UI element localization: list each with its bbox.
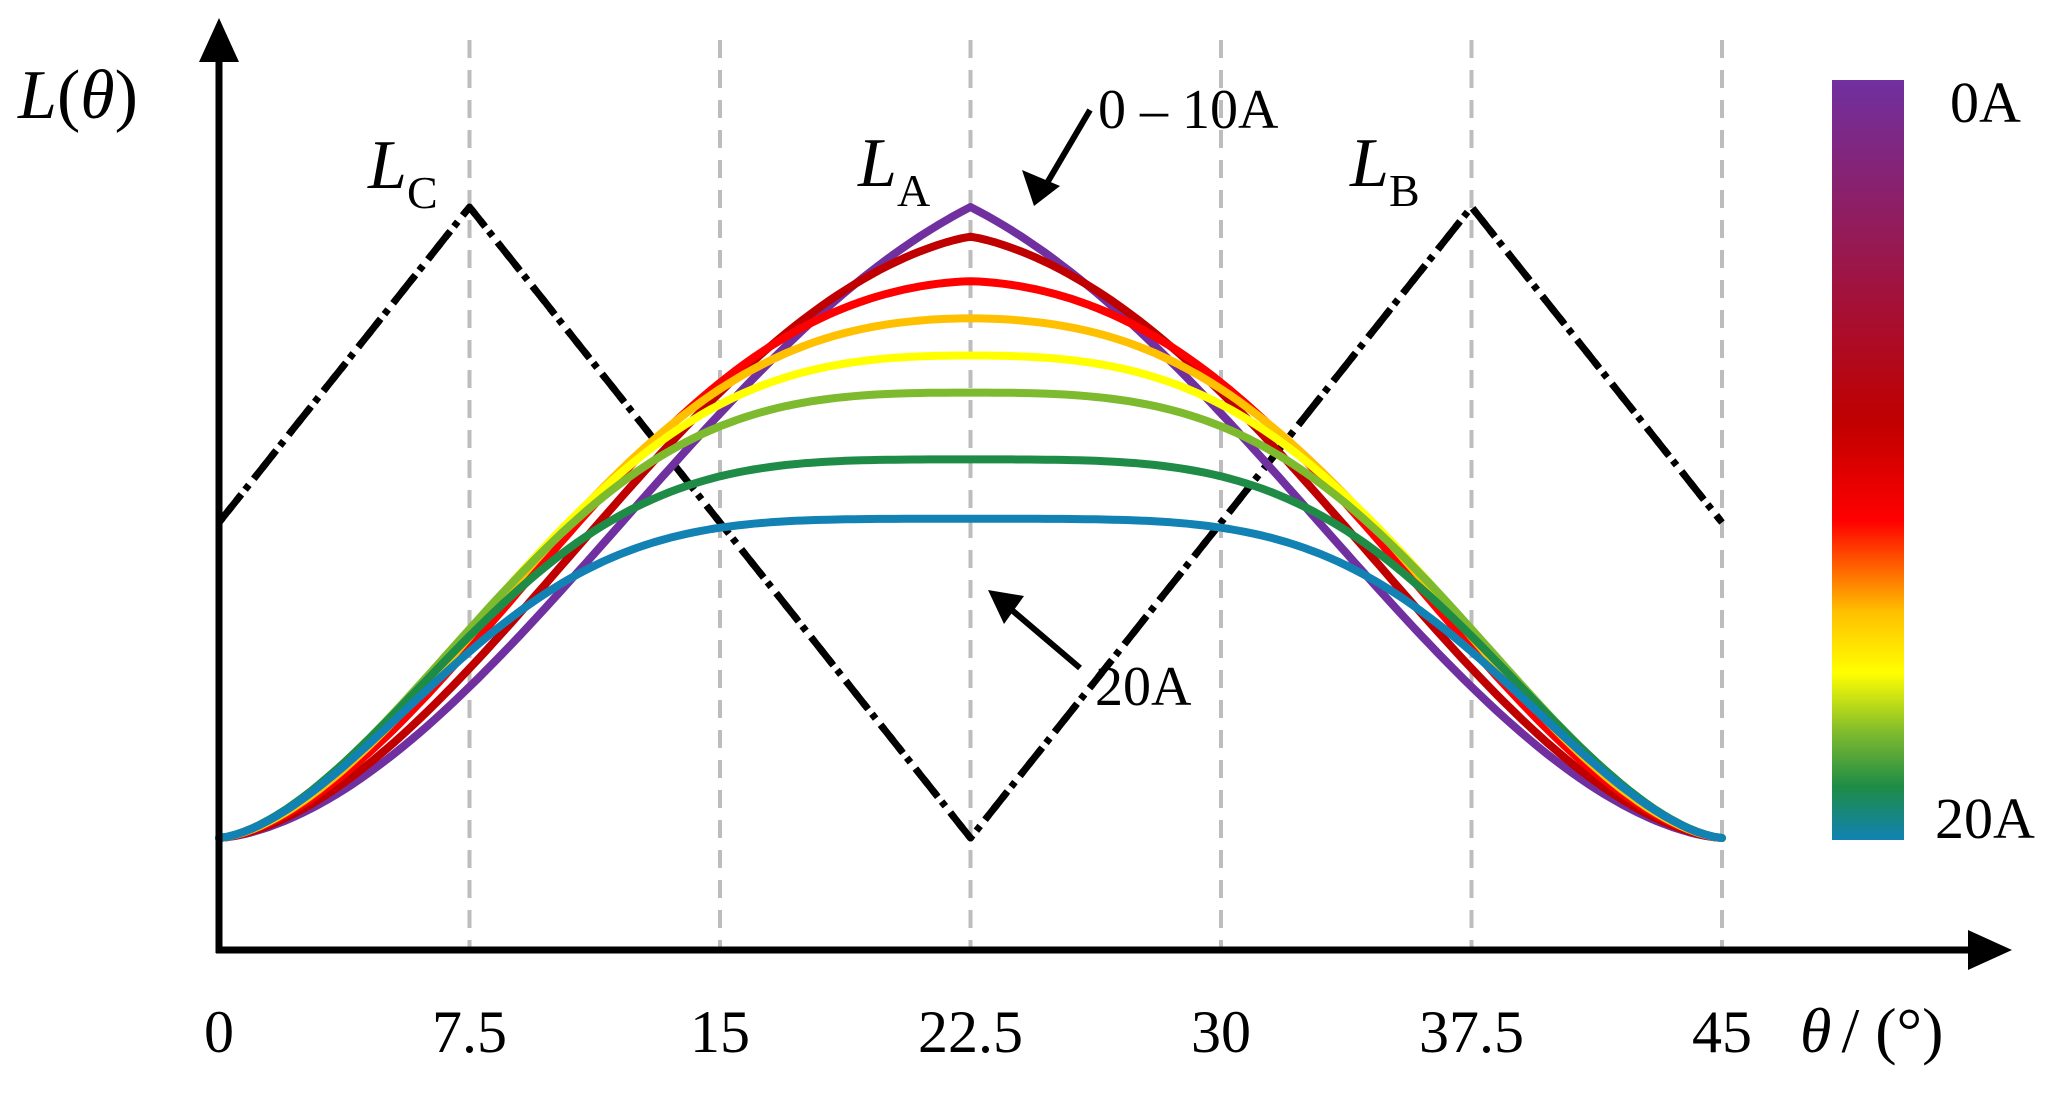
axes — [199, 18, 2012, 970]
colorbar-top-label: 0A — [1950, 70, 2021, 135]
phase-curve-lc — [216, 203, 1725, 842]
y-axis-label: L(θ) — [17, 57, 138, 134]
annotation-bottom: 20A — [988, 590, 1192, 718]
series-curve-20a — [215, 514, 1726, 842]
annotation-bottom-text: 20A — [1095, 656, 1192, 718]
colorbar-gradient — [1832, 80, 1904, 840]
x-tick-label: 30 — [1191, 999, 1251, 1065]
series-curve-c7 — [215, 455, 1726, 842]
colorbar: 0A 20A — [1832, 70, 2035, 851]
x-tick-labels: 0 7.5 15 22.5 30 37.5 45 — [204, 999, 1752, 1065]
annotation-bottom-arrowhead — [988, 590, 1024, 624]
grid-lines — [467, 40, 1724, 948]
y-axis-arrow — [199, 18, 239, 62]
label-lb: LB — [1349, 125, 1420, 216]
x-axis-arrow — [1968, 930, 2012, 970]
annotation-top: 0 – 10A — [1022, 79, 1279, 206]
x-tick-label: 22.5 — [918, 999, 1023, 1065]
phase-curves — [216, 203, 1725, 842]
annotation-top-text: 0 – 10A — [1098, 79, 1279, 141]
annotation-top-arrowhead — [1022, 170, 1060, 206]
series-curve-c6 — [215, 388, 1726, 842]
x-tick-label: 45 — [1692, 999, 1752, 1065]
label-la: LA — [857, 125, 930, 216]
series-curve-0a — [215, 203, 1726, 842]
x-tick-label: 37.5 — [1419, 999, 1524, 1065]
annotation-top-arrow — [1037, 108, 1093, 197]
x-tick-label: 7.5 — [432, 999, 507, 1065]
x-tick-label: 15 — [690, 999, 750, 1065]
current-series-curves — [215, 203, 1726, 842]
x-axis-label: θ / (°) — [1800, 995, 1943, 1066]
colorbar-bottom-label: 20A — [1935, 786, 2035, 851]
series-curve-c2 — [215, 232, 1726, 842]
annotation-bottom-arrow — [998, 597, 1082, 671]
label-lc: LC — [367, 127, 438, 218]
x-tick-label: 0 — [204, 999, 234, 1065]
